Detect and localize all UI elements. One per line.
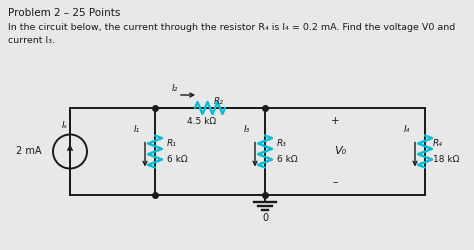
Text: I₄: I₄ xyxy=(404,124,410,134)
Text: 6 kΩ: 6 kΩ xyxy=(167,156,188,164)
Text: Iₛ: Iₛ xyxy=(62,122,68,130)
Text: 4.5 kΩ: 4.5 kΩ xyxy=(187,117,217,126)
Text: current I₃.: current I₃. xyxy=(8,36,55,45)
Text: I₃: I₃ xyxy=(244,124,250,134)
Text: R₂: R₂ xyxy=(214,97,224,106)
Text: I₁: I₁ xyxy=(134,124,140,134)
Text: Problem 2 – 25 Points: Problem 2 – 25 Points xyxy=(8,8,120,18)
Text: V₀: V₀ xyxy=(334,146,346,156)
Text: I₂: I₂ xyxy=(172,84,178,93)
Text: 2 mA: 2 mA xyxy=(17,146,42,156)
Text: R₁: R₁ xyxy=(167,138,177,147)
Text: –: – xyxy=(332,177,337,187)
Text: 0: 0 xyxy=(262,213,268,223)
Text: 18 kΩ: 18 kΩ xyxy=(433,156,459,164)
Text: 6 kΩ: 6 kΩ xyxy=(277,156,298,164)
Text: R₃: R₃ xyxy=(277,138,287,147)
Text: In the circuit below, the current through the resistor R₄ is I₄ = 0.2 mA. Find t: In the circuit below, the current throug… xyxy=(8,23,455,32)
Text: +: + xyxy=(331,116,339,126)
Text: R₄: R₄ xyxy=(433,138,443,147)
